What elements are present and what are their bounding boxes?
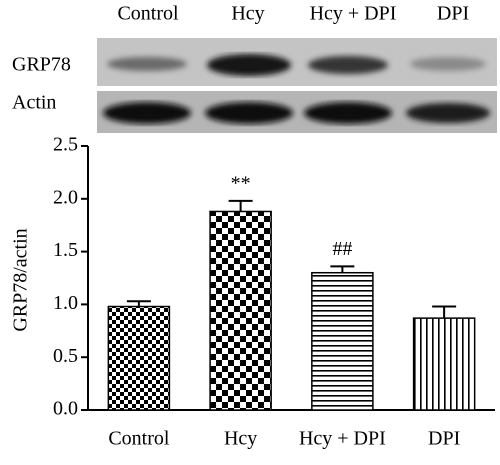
error-bar <box>228 199 253 212</box>
row-label: GRP78 <box>12 54 71 76</box>
error-bar <box>126 300 151 307</box>
lane-label: DPI <box>437 3 469 25</box>
bar <box>412 317 476 411</box>
error-bar <box>432 305 457 319</box>
y-tick-label: 1.5 <box>53 239 78 261</box>
y-tick-label: 1.0 <box>53 292 78 314</box>
y-tick-label: 0.5 <box>53 345 78 367</box>
lane-label: Hcy <box>231 3 264 25</box>
lane-label: Hcy + DPI <box>310 3 397 25</box>
y-tick-label: 2.0 <box>53 186 78 208</box>
y-axis-label: GRP78/actin <box>10 228 32 331</box>
x-tick-label: Hcy <box>224 428 257 450</box>
annotation: ## <box>332 238 352 260</box>
x-tick-label: Hcy + DPI <box>299 428 386 450</box>
error-bar <box>330 265 355 273</box>
x-tick-label: Control <box>108 428 170 450</box>
y-tick-label: 2.5 <box>53 134 78 156</box>
row-label: Actin <box>12 92 56 114</box>
blot-image <box>97 38 497 133</box>
bar <box>311 271 374 411</box>
bar <box>209 210 272 411</box>
annotation: ** <box>231 173 251 195</box>
lane-label: Control <box>117 3 179 25</box>
bar <box>107 305 171 411</box>
x-tick-label: DPI <box>428 428 460 450</box>
y-tick-label: 0.0 <box>53 398 78 420</box>
